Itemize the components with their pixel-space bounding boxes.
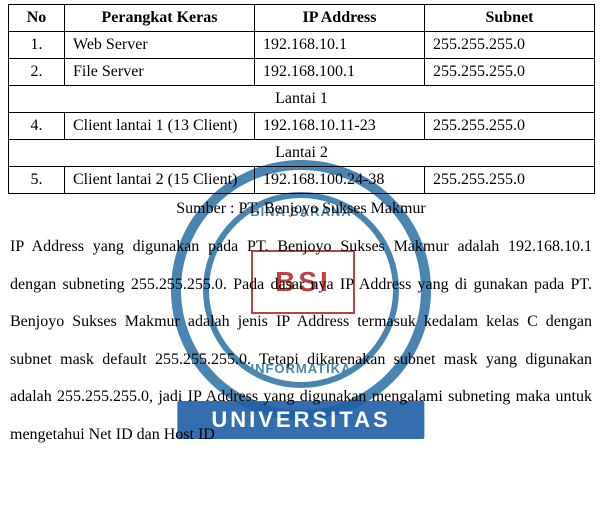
table-caption: Sumber : PT. Benjoyo Sukses Makmur — [8, 200, 594, 218]
table-row: 1. Web Server 192.168.10.1 255.255.255.0 — [9, 32, 595, 59]
page-content: No Perangkat Keras IP Address Subnet 1. … — [0, 0, 602, 454]
body-paragraph: IP Address yang digunakan pada PT. Benjo… — [8, 228, 594, 454]
cell-ip: 192.168.10.1 — [255, 32, 425, 59]
cell-no: 1. — [9, 32, 65, 59]
paragraph-text: IP Address yang digunakan pada PT. Benjo… — [10, 238, 592, 443]
table-section-row: Lantai 1 — [9, 86, 595, 113]
cell-subnet: 255.255.255.0 — [425, 59, 595, 86]
cell-no: 2. — [9, 59, 65, 86]
section-label: Lantai 1 — [9, 86, 595, 113]
cell-ip: 192.168.100.1 — [255, 59, 425, 86]
table-row: 5. Client lantai 2 (15 Client) 192.168.1… — [9, 167, 595, 194]
col-header-no: No — [9, 5, 65, 32]
table-section-row: Lantai 2 — [9, 140, 595, 167]
cell-subnet: 255.255.255.0 — [425, 113, 595, 140]
table-row: 2. File Server 192.168.100.1 255.255.255… — [9, 59, 595, 86]
cell-ip: 192.168.10.11-23 — [255, 113, 425, 140]
cell-device: Client lantai 2 (15 Client) — [65, 167, 255, 194]
section-label: Lantai 2 — [9, 140, 595, 167]
cell-no: 4. — [9, 113, 65, 140]
table-header-row: No Perangkat Keras IP Address Subnet — [9, 5, 595, 32]
cell-subnet: 255.255.255.0 — [425, 32, 595, 59]
col-header-ip: IP Address — [255, 5, 425, 32]
cell-subnet: 255.255.255.0 — [425, 167, 595, 194]
col-header-device: Perangkat Keras — [65, 5, 255, 32]
cell-ip: 192.168.100.24-38 — [255, 167, 425, 194]
table-row: 4. Client lantai 1 (13 Client) 192.168.1… — [9, 113, 595, 140]
col-header-subnet: Subnet — [425, 5, 595, 32]
cell-device: Client lantai 1 (13 Client) — [65, 113, 255, 140]
ip-address-table: No Perangkat Keras IP Address Subnet 1. … — [8, 4, 595, 194]
cell-no: 5. — [9, 167, 65, 194]
cell-device: File Server — [65, 59, 255, 86]
cell-device: Web Server — [65, 32, 255, 59]
